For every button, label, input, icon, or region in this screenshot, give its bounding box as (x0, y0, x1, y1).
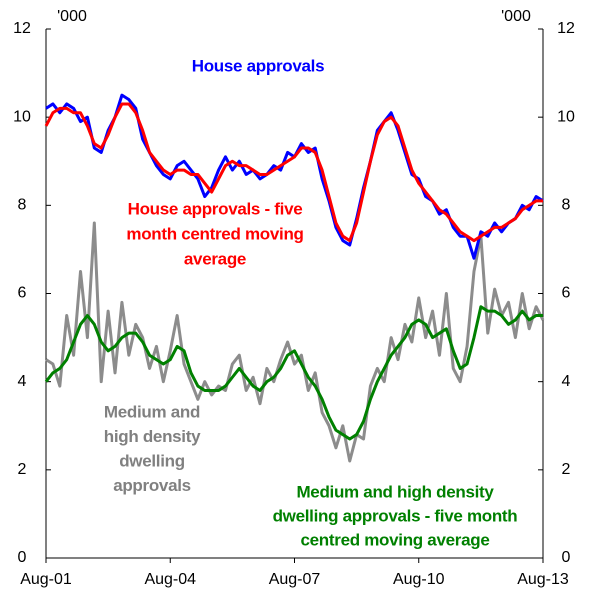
y2-tick-label: 2 (562, 461, 571, 478)
y-unit-label: '000 (57, 8, 87, 25)
annotation: month centred moving (126, 224, 303, 243)
y2-tick-label: 8 (562, 197, 571, 214)
x-tick-label: Aug-13 (517, 571, 569, 588)
annotation: House approvals - five (128, 199, 303, 218)
x-tick-label: Aug-07 (269, 571, 321, 588)
x-tick-label: Aug-10 (393, 571, 445, 588)
y-tick-label: 2 (18, 461, 27, 478)
series-line (44, 305, 543, 441)
annotation: Medium and (104, 402, 200, 421)
annotation: average (184, 249, 246, 268)
annotation: dwelling approvals - five month (273, 506, 518, 525)
annotation: approvals (113, 476, 191, 495)
annotation: dwelling (119, 451, 185, 470)
series-line (44, 102, 543, 243)
y-tick-label: 6 (18, 285, 27, 302)
x-tick-label: Aug-04 (144, 571, 196, 588)
y-tick-label: 4 (18, 373, 27, 390)
x-tick-label: Aug-01 (20, 571, 72, 588)
annotation: Medium and high density (296, 482, 494, 501)
y2-tick-label: 6 (562, 285, 571, 302)
annotation: House approvals (192, 56, 325, 75)
y2-tick-label: 0 (562, 549, 571, 566)
annotation: centred moving average (301, 530, 490, 549)
y-tick-label: 10 (13, 108, 31, 125)
annotation: high density (104, 427, 201, 446)
series-line (45, 221, 545, 463)
y-tick-label: 12 (13, 20, 31, 37)
y-tick-label: 0 (18, 549, 27, 566)
y2-tick-label: 10 (557, 108, 575, 125)
y-tick-label: 8 (18, 197, 27, 214)
y2-unit-label: '000 (501, 8, 531, 25)
y2-tick-label: 4 (562, 373, 571, 390)
y2-tick-label: 12 (557, 20, 575, 37)
